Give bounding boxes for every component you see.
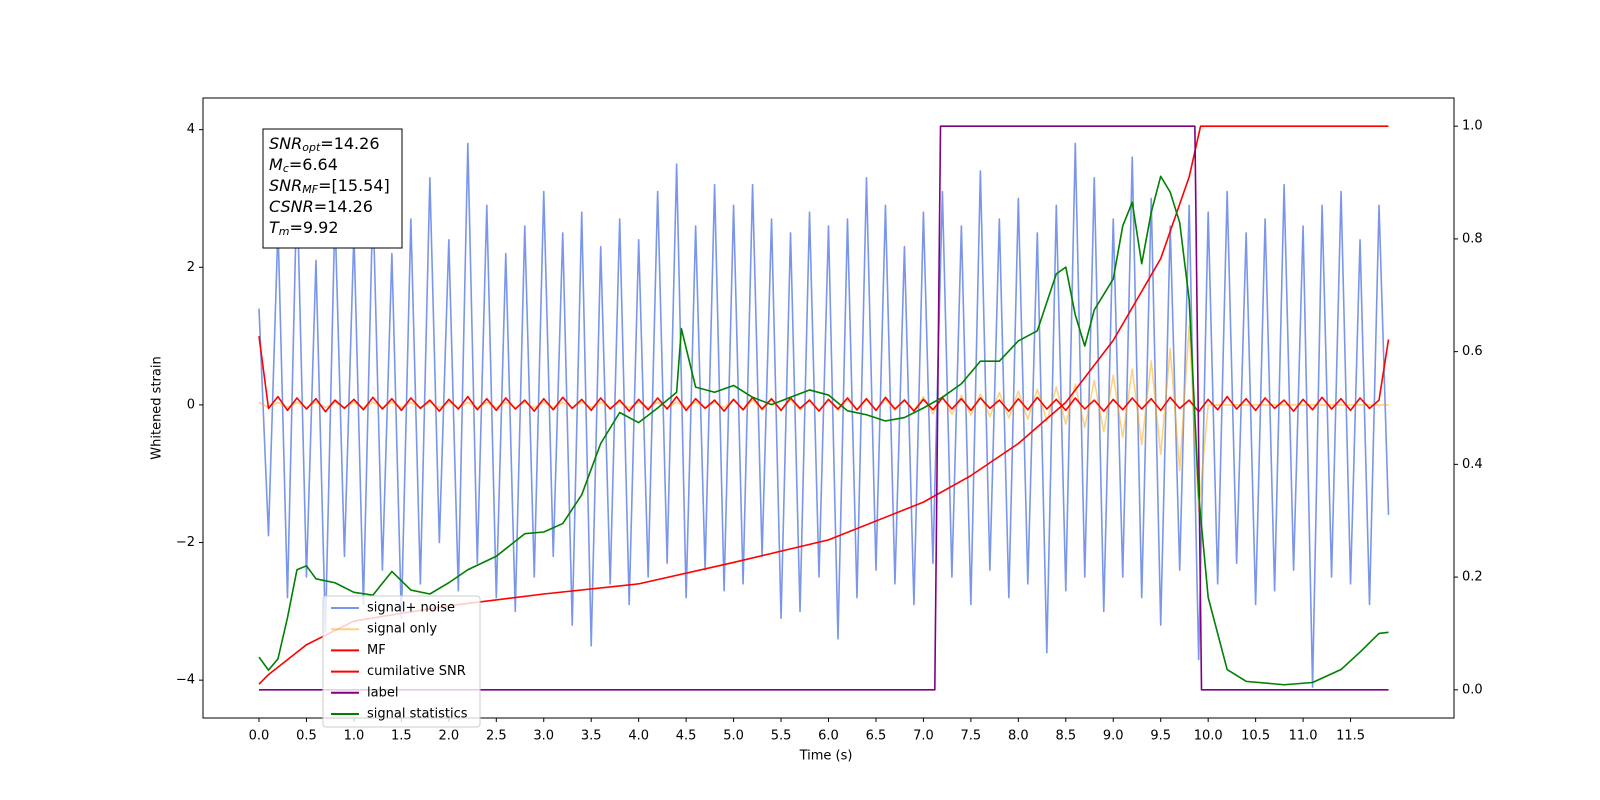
y-tick-label: 2 (187, 260, 195, 275)
x-tick-label: 9.0 (1103, 729, 1124, 744)
annotation: Mc=6.64 (269, 155, 338, 176)
y2-tick-label: 1.0 (1462, 119, 1483, 134)
legend-label: label (367, 685, 398, 700)
x-tick-label: 2.5 (486, 729, 507, 744)
annotation: SNRopt=14.26 (269, 134, 380, 155)
y-tick-label: −4 (176, 673, 195, 688)
series-line (258, 335, 1390, 413)
legend: signal+ noise signal only MF cumilative SNR… (322, 595, 481, 728)
x-tick-label: 6.5 (866, 729, 887, 744)
annotation: Tm=9.92 (269, 218, 339, 239)
x-tick-label: 10.5 (1241, 729, 1270, 744)
x-tick-label: 6.0 (818, 729, 839, 744)
x-tick-label: 11.0 (1289, 729, 1318, 744)
annotation-text: =14.26 (320, 134, 379, 153)
legend-label: cumilative SNR (367, 664, 466, 679)
legend-label: signal+ noise (367, 601, 455, 616)
x-tick-label: 9.5 (1150, 729, 1171, 744)
y-tick-label: 0 (187, 397, 195, 412)
x-tick-label: 11.5 (1336, 729, 1365, 744)
series-line (259, 125, 1389, 691)
legend-label: signal statistics (367, 707, 468, 722)
y-tick-label: −2 (176, 535, 195, 550)
x-tick-label: 0.5 (296, 729, 317, 744)
x-tick-label: 3.5 (581, 729, 602, 744)
annotation-symbol: CSNR (269, 197, 314, 216)
legend-label: signal only (367, 622, 437, 637)
x-axis-label: Time (s) (799, 749, 853, 764)
y2-tick-label: 0.4 (1462, 457, 1483, 472)
annotation-symbol: T (269, 218, 280, 237)
x-tick-label: 8.0 (1008, 729, 1029, 744)
y-tick-label: 4 (187, 122, 195, 137)
plot-frame (202, 97, 1455, 719)
annotation-symbol: M (269, 155, 283, 174)
y2-tick-label: 0.2 (1462, 570, 1483, 585)
annotation-text: =14.26 (314, 197, 373, 216)
annotation: CSNR=14.26 (269, 197, 373, 216)
annotation-symbol: SNR (269, 134, 302, 153)
legend-label: MF (367, 643, 386, 658)
annotation-text: =[15.54] (318, 176, 390, 195)
annotation-subscript: opt (302, 141, 321, 154)
y2-tick-label: 0.8 (1462, 231, 1483, 246)
x-tick-label: 0.0 (249, 729, 270, 744)
annotation-text: =9.92 (290, 218, 339, 237)
x-tick-label: 1.0 (344, 729, 365, 744)
x-tick-label: 5.0 (723, 729, 744, 744)
annotation-subscript: c (283, 162, 289, 175)
x-tick-label: 3.0 (533, 729, 554, 744)
x-tick-label: 5.5 (771, 729, 792, 744)
y-axis-label: Whitened strain (150, 356, 165, 459)
y2-tick-label: 0.0 (1462, 682, 1483, 697)
annotation-text: =6.64 (289, 155, 338, 174)
x-tick-label: 4.0 (628, 729, 649, 744)
annotation-subscript: m (279, 225, 290, 238)
x-tick-label: 7.5 (961, 729, 982, 744)
x-tick-label: 2.0 (438, 729, 459, 744)
legend-frame (322, 595, 481, 728)
x-tick-label: 4.5 (676, 729, 697, 744)
x-tick-label: 10.0 (1194, 729, 1223, 744)
series-line (258, 175, 1389, 686)
x-tick-label: 7.0 (913, 729, 934, 744)
y2-tick-label: 0.6 (1462, 344, 1483, 359)
annotation-subscript: MF (302, 183, 318, 196)
annotation-symbol: SNR (269, 176, 302, 195)
x-tick-label: 1.5 (391, 729, 412, 744)
annotation-box (262, 128, 403, 249)
annotation: SNRMF=[15.54] (269, 176, 390, 197)
x-tick-label: 8.5 (1055, 729, 1076, 744)
